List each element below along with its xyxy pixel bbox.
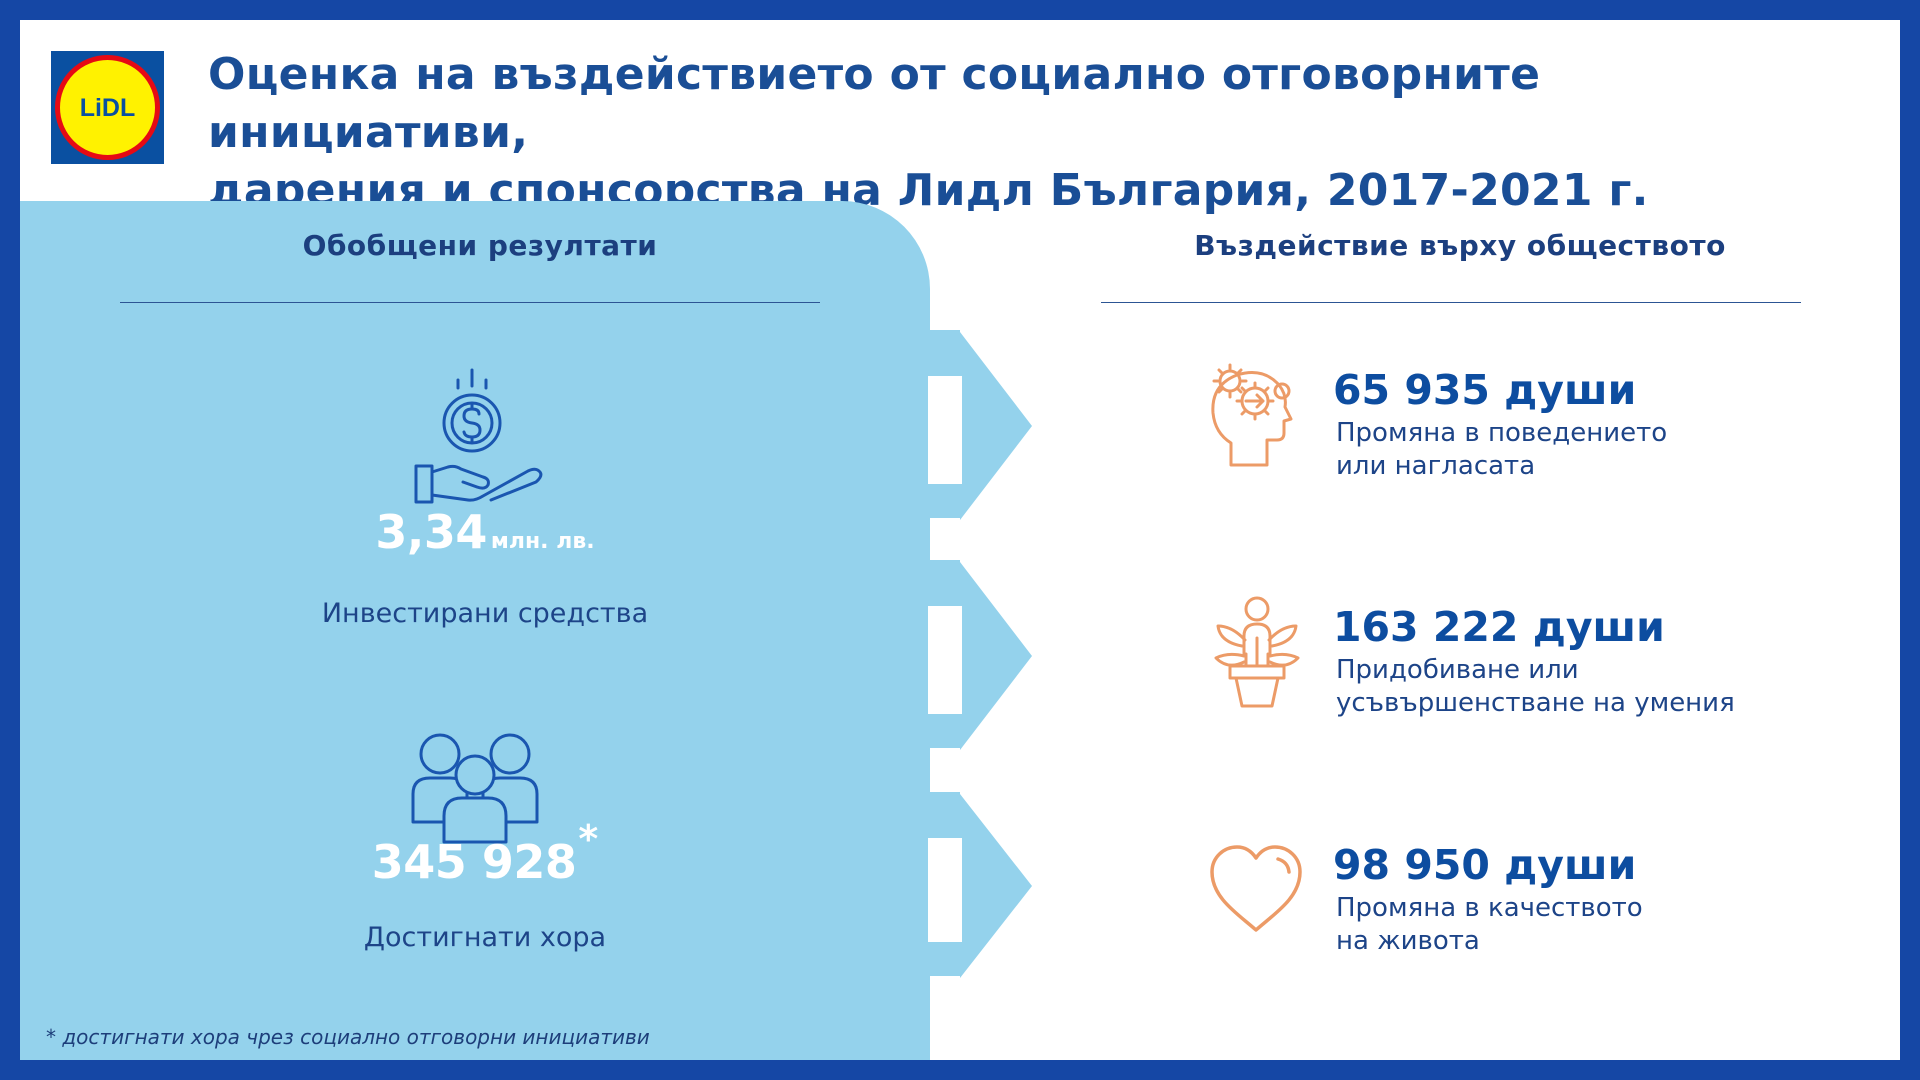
impact-1-description: Промяна в поведението или нагласата [1336,417,1667,483]
infographic-card: LiDL Оценка на въздействието от социално… [20,20,1900,1060]
heart-icon [1210,845,1302,932]
people-value: 345 928* [225,817,745,889]
header: LiDL Оценка на въздействието от социално… [20,20,1900,216]
impact-divider [1101,302,1801,303]
flow-arrows [928,330,1032,978]
summary-panel [20,201,930,1060]
people-group-icon [411,733,539,844]
impact-1-line-2: или нагласата [1336,451,1536,481]
impact-2-value: 163 222 души [1333,603,1665,651]
person-plant-icon [1214,596,1300,708]
impact-2-line-1: Придобиване или [1336,655,1579,685]
summary-heading: Обобщени резултати [302,229,658,262]
investment-unit: млн. лв. [490,529,595,554]
people-label: Достигнати хора [363,922,607,953]
money-hand-icon [414,368,543,504]
impact-3-line-1: Промяна в качеството [1336,893,1643,923]
impact-heading: Въздействие върху обществото [1194,229,1726,262]
people-count: 345 928 [371,835,577,889]
title-line-1: Оценка на въздействието от социално отго… [208,49,1541,158]
investment-label: Инвестирани средства [321,598,649,629]
impact-2-line-2: усъвършенстване на умения [1336,688,1735,718]
logo-text: LiDL [80,94,136,122]
impact-3-description: Промяна в качеството на живота [1336,892,1643,958]
head-gears-icon [1211,363,1293,467]
page-title: Оценка на въздействието от социално отго… [208,46,1868,220]
lidl-logo: LiDL [51,51,164,164]
impact-2-description: Придобиване или усъвършенстване на умени… [1336,654,1735,720]
investment-value: 3,34 млн. лв. [225,505,745,559]
footnote: * достигнати хора чрез социално отговорн… [46,1025,650,1049]
impact-1-line-1: Промяна в поведението [1336,418,1668,448]
summary-divider [120,302,820,303]
impact-1-value: 65 935 души [1333,366,1637,414]
people-footnote-marker: * [578,817,599,861]
impact-3-value: 98 950 души [1333,841,1637,889]
impact-3-line-2: на живота [1336,926,1480,956]
investment-amount: 3,34 [375,505,487,559]
